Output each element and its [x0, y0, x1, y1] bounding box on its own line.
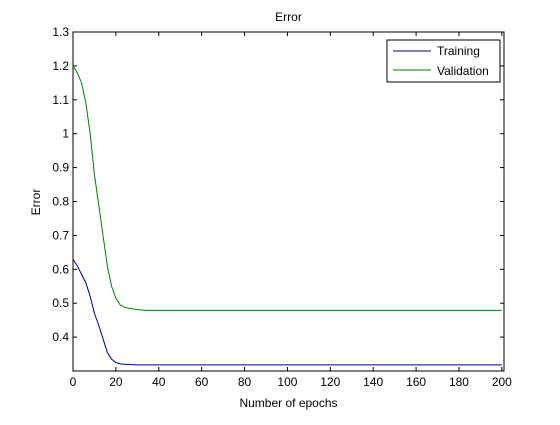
x-tick-label: 180: [449, 375, 469, 389]
x-tick-label: 160: [406, 375, 426, 389]
x-tick-label: 0: [70, 375, 77, 389]
series-line-training: [72, 258, 502, 366]
x-tick-label: 60: [195, 375, 209, 389]
y-tick-label: 0.7: [52, 228, 69, 242]
legend: Training Validation: [386, 39, 501, 83]
chart-title: Error: [275, 10, 302, 24]
legend-box: [386, 39, 501, 83]
x-tick-label: 200: [492, 375, 512, 389]
legend-label-validation: Validation: [437, 64, 489, 78]
y-tick-label: 0.9: [52, 161, 69, 175]
x-tick-label: 120: [320, 375, 340, 389]
x-tick-label: 100: [277, 375, 297, 389]
y-tick-label: 0.8: [52, 195, 69, 209]
legend-label-training: Training: [437, 44, 480, 58]
x-tick-label: 80: [238, 375, 252, 389]
y-tick-label: 1.3: [52, 25, 69, 39]
x-axis-label: Number of epochs: [239, 396, 337, 410]
y-tick-label: 1.2: [52, 59, 69, 73]
series-line-validation: [72, 65, 502, 311]
y-tick-label: 1: [62, 127, 69, 141]
y-axis-ticks: 0.4 0.5 0.6 0.7 0.8 0.9 1 1.1 1.2 1.3: [52, 25, 504, 344]
y-tick-label: 0.4: [52, 330, 69, 344]
x-tick-label: 140: [363, 375, 383, 389]
y-tick-label: 0.5: [52, 296, 69, 310]
x-tick-label: 20: [109, 375, 123, 389]
y-tick-label: 0.6: [52, 262, 69, 276]
y-axis-label: Error: [29, 189, 43, 216]
x-tick-label: 40: [152, 375, 166, 389]
x-axis-ticks: 0 20 40 60 80 100 120 140 160 180 200: [70, 32, 512, 389]
series-lines: [72, 65, 502, 366]
plot-area: [72, 31, 505, 372]
y-tick-label: 1.1: [52, 93, 69, 107]
